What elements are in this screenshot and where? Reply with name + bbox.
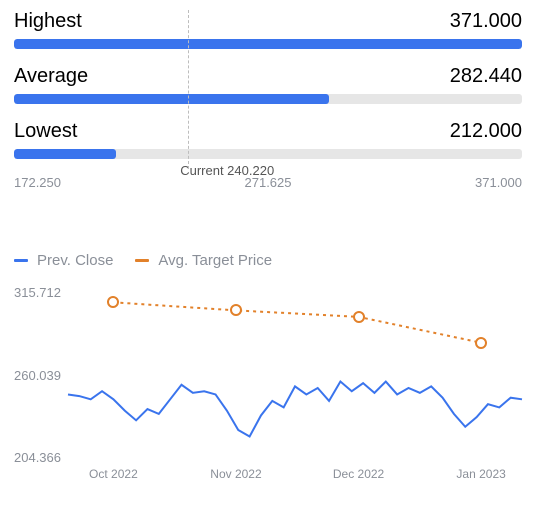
bar-track (14, 39, 522, 49)
legend-item: Avg. Target Price (135, 252, 272, 269)
range-row-average: Average 282.440 (14, 65, 522, 104)
range-row-highest: Highest 371.000 (14, 10, 522, 49)
chart-plot-area (68, 285, 522, 465)
avg-target-marker (353, 311, 365, 323)
x-tick: Nov 2022 (210, 467, 261, 481)
avg-target-line (113, 302, 481, 342)
range-value: 212.000 (450, 120, 522, 143)
range-label: Average (14, 65, 88, 88)
range-label: Highest (14, 10, 82, 33)
range-value: 371.000 (450, 10, 522, 33)
range-row-lowest: Lowest 212.000 (14, 120, 522, 159)
x-axis-labels: Oct 2022 Nov 2022 Dec 2022 Jan 2023 (68, 467, 522, 485)
legend-item: Prev. Close (14, 252, 113, 269)
avg-target-marker (230, 304, 242, 316)
x-tick: Oct 2022 (89, 467, 138, 481)
y-axis-labels: 315.712 260.039 204.366 (14, 285, 68, 465)
x-tick: Jan 2023 (456, 467, 505, 481)
legend-label: Prev. Close (37, 252, 113, 269)
x-tick: Dec 2022 (333, 467, 384, 481)
avg-target-marker (107, 296, 119, 308)
axis-max: 371.000 (475, 175, 522, 190)
axis-min: 172.250 (14, 175, 61, 190)
avg-target-marker (475, 337, 487, 349)
y-tick: 260.039 (14, 368, 68, 383)
price-target-range: Highest 371.000 Average 282.440 Lowest 212.00… (14, 10, 522, 222)
bar-track (14, 94, 522, 104)
chart-legend: Prev. Close Avg. Target Price (14, 252, 522, 269)
bar-track (14, 149, 522, 159)
price-chart: 315.712 260.039 204.366 Oct 2022 Nov 2022 De… (14, 285, 522, 485)
bar-fill (14, 94, 329, 104)
current-price-label: Current 240.220 (180, 163, 274, 178)
y-tick: 204.366 (14, 450, 68, 465)
range-value: 282.440 (450, 65, 522, 88)
y-tick: 315.712 (14, 285, 68, 300)
bar-fill (14, 149, 116, 159)
bar-fill (14, 39, 522, 49)
legend-label: Avg. Target Price (158, 252, 272, 269)
legend-swatch (14, 259, 28, 262)
legend-swatch (135, 259, 149, 262)
range-label: Lowest (14, 120, 77, 143)
prev-close-line (68, 382, 522, 437)
